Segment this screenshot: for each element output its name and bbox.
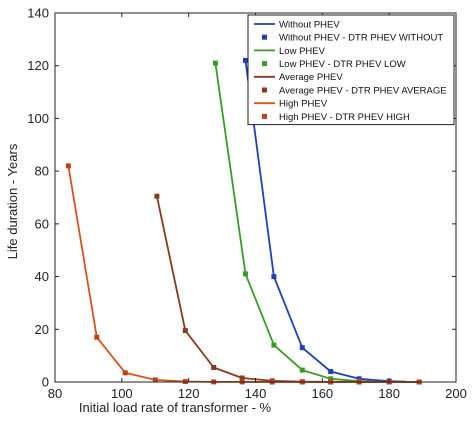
data-point [243, 271, 248, 277]
x-tick-label: 140 [245, 386, 267, 401]
legend-entry: Average PHEV - DTR PHEV AVERAGE [262, 85, 447, 96]
y-tick-label: 120 [27, 58, 49, 73]
data-point [212, 60, 218, 66]
x-tick-label: 160 [311, 386, 333, 401]
legend-entry: High PHEV [254, 99, 328, 110]
y-tick-label: 0 [42, 375, 49, 390]
x-tick-label: 120 [178, 386, 200, 401]
legend-entry: Average PHEV [254, 72, 343, 83]
data-point [271, 342, 277, 348]
legend: Without PHEV Without PHEV - DTR PHEV WITH… [247, 14, 455, 126]
data-point [328, 376, 334, 382]
y-tick-label: 80 [35, 164, 49, 179]
y-tick-label: 20 [35, 322, 49, 337]
legend-label: High PHEV - DTR PHEV HIGH [279, 112, 410, 123]
y-axis-label: Life duration - Years [5, 143, 20, 259]
y-tick-label: 40 [35, 269, 49, 284]
data-point [122, 370, 128, 376]
data-point [182, 328, 188, 334]
axis-layer: 80 100 120 140 160 180 200020406080100120140In… [5, 6, 467, 416]
legend-marker-swatch [262, 113, 267, 119]
x-tick-label: 80 [48, 386, 62, 401]
data-point [239, 375, 245, 381]
data-point [152, 377, 158, 383]
legend-entry: Low PHEV [254, 46, 326, 57]
series-5 [154, 193, 422, 385]
legend-marker-swatch [262, 61, 267, 67]
legend-box [247, 14, 455, 126]
data-point [65, 163, 71, 169]
legend-label: Without PHEV [279, 19, 340, 30]
y-tick-label: 140 [27, 6, 49, 21]
y-tick-label: 100 [27, 111, 49, 126]
series-line [156, 196, 420, 383]
legend-label: Average PHEV [279, 72, 343, 83]
legend-label: Low PHEV - DTR PHEV LOW [279, 59, 406, 70]
data-point [243, 57, 248, 63]
legend-entry: Without PHEV [254, 19, 340, 30]
y-tick-label: 60 [35, 216, 49, 231]
data-point [299, 367, 305, 373]
legend-entry: Low PHEV - DTR PHEV LOW [262, 59, 406, 70]
legend-label: Low PHEV [279, 46, 326, 57]
data-point [328, 369, 334, 374]
legend-label: Without PHEV - DTR PHEV WITHOUT [279, 33, 443, 44]
legend-entry: High PHEV - DTR PHEV HIGH [262, 112, 410, 123]
x-tick-label: 100 [111, 386, 133, 401]
data-point [154, 193, 160, 199]
data-point [271, 274, 277, 280]
legend-label: Average PHEV - DTR PHEV AVERAGE [279, 85, 447, 96]
legend-entry: Without PHEV - DTR PHEV WITHOUT [262, 33, 443, 44]
data-point [94, 334, 100, 340]
x-axis-label: Initial load rate of transformer - % [79, 400, 272, 415]
x-tick-label: 180 [378, 386, 400, 401]
x-tick-label: 200 [445, 386, 467, 401]
data-point [211, 365, 217, 370]
legend-label: High PHEV [279, 99, 328, 110]
series-4 [156, 196, 420, 383]
data-point [299, 345, 305, 351]
legend-marker-swatch [262, 87, 267, 93]
legend-marker-swatch [262, 34, 267, 40]
